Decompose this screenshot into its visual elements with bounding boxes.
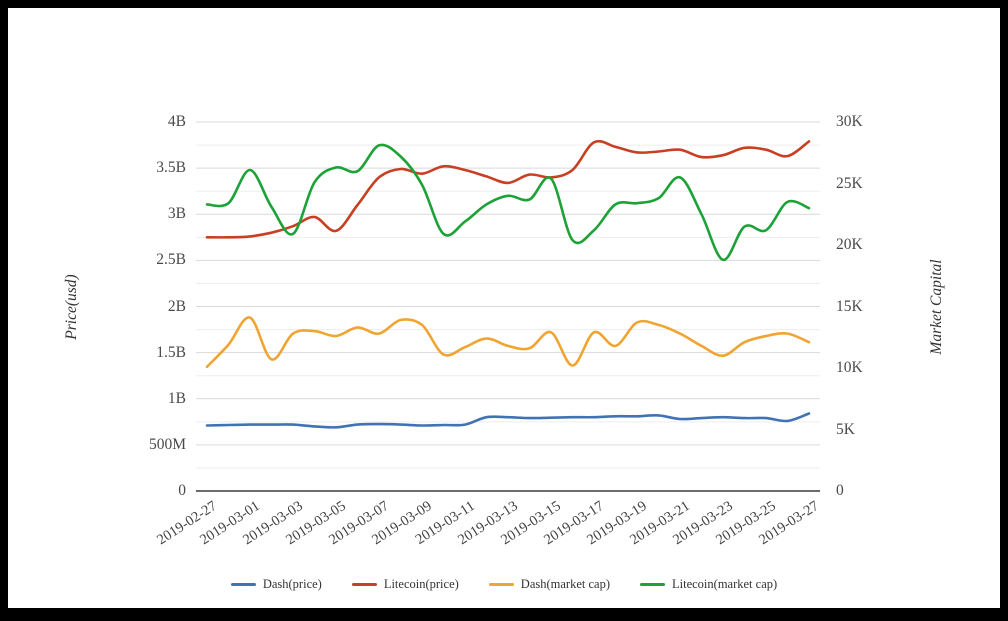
legend-label: Litecoin(market cap) xyxy=(672,577,778,591)
legend-label: Litecoin(price) xyxy=(383,577,459,591)
right-y-tick-label: 0 xyxy=(836,482,844,499)
legend-line-swatch-icon xyxy=(488,583,514,586)
series-line-dash-market-cap-[interactable] xyxy=(205,316,811,369)
left-y-tick-label: 1.5B xyxy=(156,343,186,361)
plot-area[interactable] xyxy=(8,8,1000,608)
right-y-tick-label: 25K xyxy=(836,174,863,192)
chart-canvas[interactable]: Price(usd) Market Capital 0 500M 1B 1.5B 2B 2… xyxy=(8,8,1000,608)
legend-item-litecoin-price-[interactable]: Litecoin(price) xyxy=(351,577,459,592)
legend-item-litecoin-market-cap-[interactable]: Litecoin(market cap) xyxy=(640,577,777,592)
series-line-dash-price-[interactable] xyxy=(205,412,811,429)
right-y-tick-label: 30K xyxy=(836,113,863,130)
left-y-tick-label: 2B xyxy=(167,297,186,315)
right-y-tick-label: 10K xyxy=(836,359,863,376)
left-y-tick-label: 0 xyxy=(178,482,186,499)
legend-item-dash-price-[interactable]: Dash(price) xyxy=(230,577,322,592)
legend: Dash(price) Litecoin(price) Dash(market ca… xyxy=(8,577,1000,592)
left-y-tick-label: 3B xyxy=(167,205,186,223)
right-y-tick-label: 5K xyxy=(836,420,855,438)
left-y-tick-label: 500M xyxy=(148,435,186,453)
right-axis-title: Market Capital xyxy=(928,259,945,355)
right-y-tick-label: 15K xyxy=(836,297,863,315)
left-y-tick-label: 2.5B xyxy=(156,251,186,269)
left-axis-title: Price(usd) xyxy=(63,274,80,340)
left-y-tick-label: 4B xyxy=(167,113,186,130)
legend-label: Dash(market cap) xyxy=(520,577,610,591)
legend-line-swatch-icon xyxy=(351,583,377,586)
legend-item-dash-market-cap-[interactable]: Dash(market cap) xyxy=(488,577,610,592)
series-line-litecoin-market-cap-[interactable] xyxy=(205,143,811,262)
left-y-tick-label: 3.5B xyxy=(156,159,186,177)
left-y-tick-label: 1B xyxy=(167,389,186,407)
series-line-litecoin-price-[interactable] xyxy=(205,139,811,239)
legend-line-swatch-icon xyxy=(230,583,256,586)
right-y-tick-label: 20K xyxy=(836,236,863,253)
legend-line-swatch-icon xyxy=(640,583,665,586)
legend-label: Dash(price) xyxy=(262,577,322,591)
